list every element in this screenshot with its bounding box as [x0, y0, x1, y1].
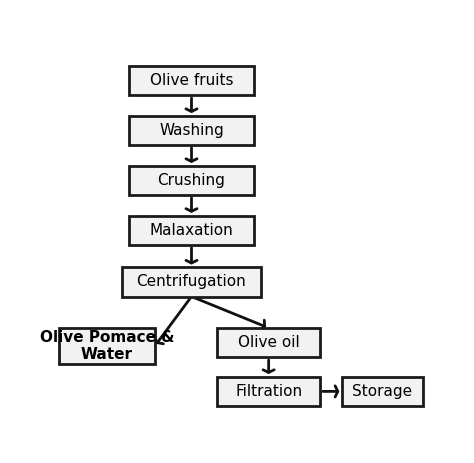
- Text: Centrifugation: Centrifugation: [137, 275, 246, 289]
- FancyBboxPatch shape: [122, 267, 261, 297]
- FancyBboxPatch shape: [59, 328, 155, 364]
- FancyBboxPatch shape: [129, 116, 254, 145]
- Text: Storage: Storage: [353, 384, 412, 399]
- Text: Olive Pomace &
Water: Olive Pomace & Water: [40, 330, 174, 363]
- FancyBboxPatch shape: [129, 216, 254, 245]
- Text: Olive oil: Olive oil: [238, 335, 300, 350]
- Text: Crushing: Crushing: [157, 173, 226, 188]
- Text: Filtration: Filtration: [235, 384, 302, 399]
- FancyBboxPatch shape: [217, 328, 320, 357]
- FancyBboxPatch shape: [342, 377, 423, 406]
- Text: Olive fruits: Olive fruits: [150, 73, 233, 88]
- Text: Malaxation: Malaxation: [150, 223, 233, 238]
- Text: Washing: Washing: [159, 123, 224, 138]
- FancyBboxPatch shape: [129, 66, 254, 95]
- FancyBboxPatch shape: [129, 166, 254, 195]
- FancyBboxPatch shape: [217, 377, 320, 406]
